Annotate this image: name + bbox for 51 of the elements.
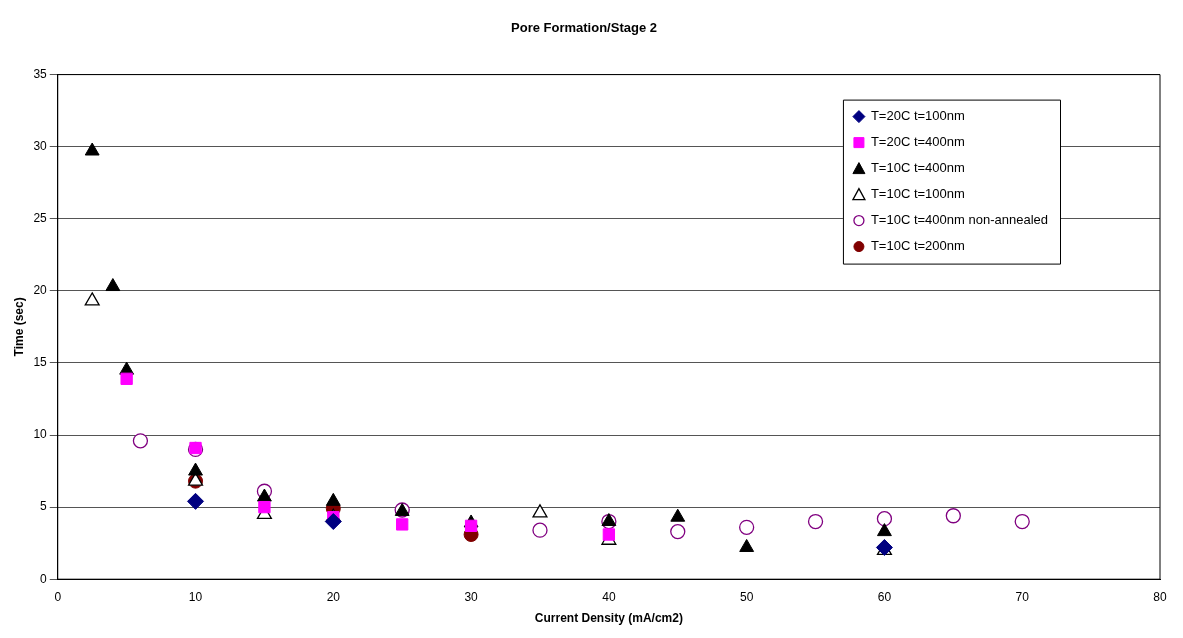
x-tick-label: 40 xyxy=(602,589,616,604)
chart-title: Pore Formation/Stage 2 xyxy=(511,20,657,36)
y-tick-label: 15 xyxy=(33,355,48,370)
x-tick-label: 60 xyxy=(877,589,892,604)
point xyxy=(187,492,205,510)
point xyxy=(120,372,133,385)
point xyxy=(739,538,755,552)
x-tick-label: 0 xyxy=(54,589,62,604)
y-tick-label: 10 xyxy=(33,427,48,442)
point xyxy=(258,500,271,514)
point xyxy=(739,519,755,535)
legend-label: T=10C t=100nm xyxy=(870,186,965,202)
x-tick-label: 10 xyxy=(188,589,203,604)
point xyxy=(670,523,686,540)
point xyxy=(105,278,121,292)
x-tick-label: 80 xyxy=(1153,589,1167,604)
y-tick-label: 0 xyxy=(40,571,48,586)
point xyxy=(132,433,149,449)
y-axis-title: Time (sec) xyxy=(11,297,26,357)
legend-label: T=10C t=400nm non-annealed xyxy=(870,212,1048,228)
point xyxy=(324,513,342,531)
point xyxy=(602,528,616,541)
legend-label: T=20C t=100nm xyxy=(870,108,965,124)
point xyxy=(84,292,100,306)
point xyxy=(532,522,548,538)
point xyxy=(807,513,824,530)
y-tick-label: 30 xyxy=(33,139,48,153)
legend-label: T=10C t=400nm xyxy=(870,160,965,176)
x-tick-label: 50 xyxy=(739,589,754,604)
y-tick-label: 5 xyxy=(40,499,48,514)
point xyxy=(532,504,548,518)
point xyxy=(188,462,203,476)
x-tick-label: 70 xyxy=(1015,589,1030,604)
y-tick-label: 25 xyxy=(33,211,48,226)
x-tick-label: 30 xyxy=(464,589,479,604)
y-tick-label: 35 xyxy=(33,66,48,81)
point xyxy=(945,508,961,524)
point xyxy=(84,142,100,156)
y-tick-label: 20 xyxy=(33,283,48,298)
point xyxy=(670,508,686,522)
point xyxy=(396,518,409,531)
point xyxy=(876,511,893,527)
point xyxy=(1014,513,1030,530)
legend-label: T=20C t=400nm xyxy=(870,134,965,150)
legend-label: T=10C t=200nm xyxy=(870,238,965,254)
x-tick-label: 20 xyxy=(326,589,341,604)
point xyxy=(464,519,478,533)
x-axis-title: Current Density (mA/cm2) xyxy=(534,611,683,626)
point xyxy=(256,488,272,502)
point xyxy=(877,523,892,537)
point xyxy=(325,492,341,506)
